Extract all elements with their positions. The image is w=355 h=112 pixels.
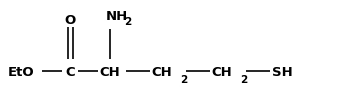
Text: C: C — [65, 65, 75, 78]
Text: CH: CH — [212, 65, 233, 78]
Text: 2: 2 — [124, 17, 131, 27]
Text: CH: CH — [152, 65, 173, 78]
Text: 2: 2 — [180, 74, 187, 84]
Text: O: O — [64, 13, 76, 26]
Text: 2: 2 — [240, 74, 247, 84]
Text: NH: NH — [106, 9, 128, 22]
Text: EtO: EtO — [8, 65, 35, 78]
Text: CH: CH — [100, 65, 120, 78]
Text: SH: SH — [272, 65, 293, 78]
